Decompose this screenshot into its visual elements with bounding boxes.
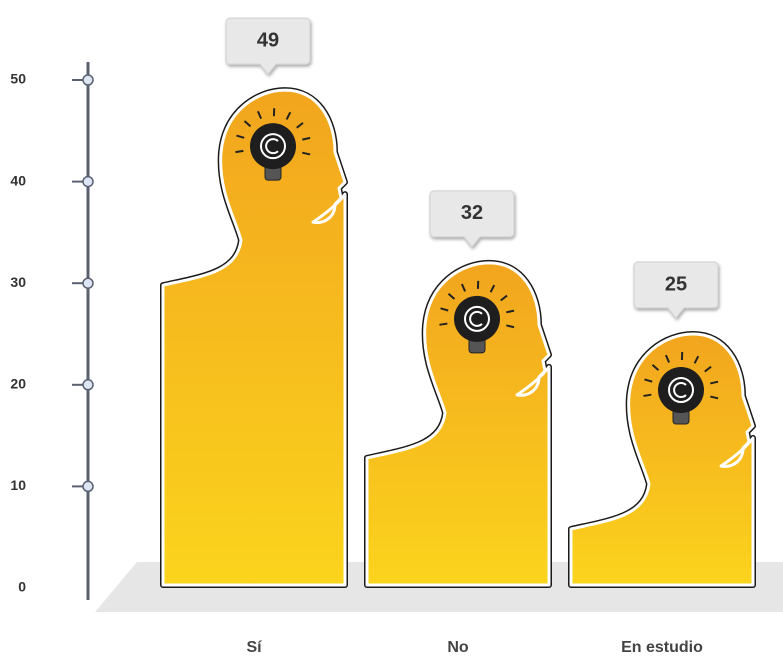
bulb-ray [500, 294, 508, 302]
bulb-c [469, 310, 483, 327]
bulb-ray [235, 149, 244, 154]
bulb-ray [664, 354, 671, 363]
bulb-ray [506, 324, 515, 329]
x-tick-label: No [447, 639, 469, 656]
bulb-ring [668, 377, 694, 403]
tick-knob [82, 175, 94, 188]
bulb-ray [256, 110, 263, 120]
bulb-ray [302, 136, 311, 141]
x-tick-label: Sí [246, 639, 262, 656]
bulb-ray [644, 378, 653, 383]
value-label: 49 [257, 29, 279, 51]
bulb-ray [447, 293, 456, 300]
bulb [658, 367, 704, 413]
bulb-ring [260, 133, 286, 160]
y-tick-label: 50 [10, 71, 26, 87]
bulb-ray [243, 120, 252, 128]
value-label: 25 [665, 273, 687, 295]
bulb [250, 123, 296, 170]
value-label: 32 [461, 202, 483, 224]
bulb-c [673, 382, 687, 398]
bulb-ray [506, 309, 515, 314]
bulb-ring [464, 305, 490, 332]
bulb [454, 295, 500, 342]
bulb-ray [643, 393, 652, 397]
callout [225, 17, 311, 75]
x-tick-label: En estudio [621, 639, 703, 656]
bulb-ray [302, 151, 311, 156]
bulb-ray [296, 122, 304, 129]
bulb-c [265, 138, 279, 155]
bulb-ray [460, 283, 467, 292]
callout [429, 190, 515, 248]
y-tick-label: 10 [10, 477, 26, 493]
y-tick-label: 0 [18, 579, 26, 595]
bulb-ray [651, 364, 660, 371]
bulb-ray [710, 395, 719, 400]
y-tick-label: 20 [10, 376, 26, 392]
bar [365, 261, 551, 587]
bulb-ray [236, 134, 245, 139]
bulb-ray [693, 355, 700, 364]
bulb-ray [285, 111, 292, 120]
tick-knob [82, 74, 94, 86]
bulb-ray [440, 307, 449, 312]
bulb-ray [704, 365, 712, 373]
bar [569, 332, 755, 587]
y-tick-label: 30 [10, 274, 26, 290]
bulb-ray [710, 380, 719, 385]
callout [633, 261, 719, 319]
bulb-ray [439, 322, 448, 326]
tick-knob [82, 379, 94, 391]
y-tick-label: 40 [10, 172, 26, 188]
bar [161, 88, 347, 587]
tick-knob [82, 277, 94, 289]
tick-knob [82, 480, 94, 493]
bulb-ray [489, 284, 496, 293]
